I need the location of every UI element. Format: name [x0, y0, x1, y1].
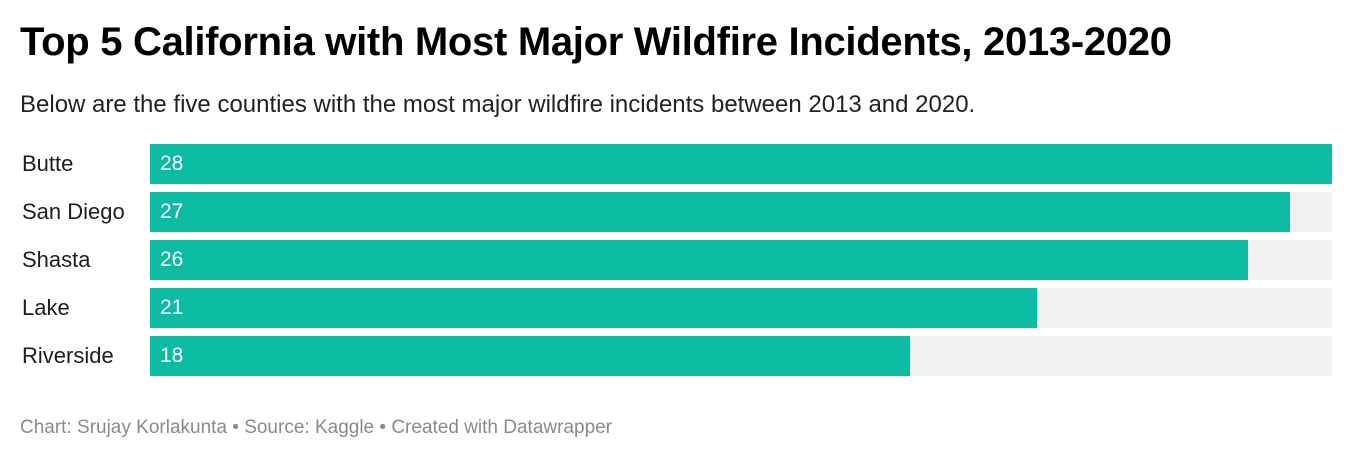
bar-label: San Diego	[22, 199, 125, 224]
bar-label: Lake	[22, 295, 70, 320]
bar-label: Shasta	[22, 247, 91, 272]
bar-value-label: 18	[160, 344, 184, 367]
bar-value-label: 21	[160, 296, 184, 319]
bar-value-label: 26	[160, 248, 184, 271]
chart-footer: Chart: Srujay Korlakunta • Source: Kaggl…	[20, 417, 613, 438]
bar-track: 18	[150, 336, 1332, 376]
bar	[150, 288, 1037, 328]
bar-track: 26	[150, 240, 1332, 280]
bar	[150, 144, 1332, 184]
bar-value-label: 28	[160, 152, 184, 175]
chart-title: Top 5 California with Most Major Wildfir…	[20, 20, 1172, 64]
bar	[150, 192, 1290, 232]
bar-track: 21	[150, 288, 1332, 328]
bar-label: Butte	[22, 151, 74, 176]
bar	[150, 336, 910, 376]
bar-value-label: 27	[160, 200, 184, 223]
chart-subtitle: Below are the five counties with the mos…	[20, 91, 976, 118]
bar-track: 27	[150, 192, 1332, 232]
bar-track: 28	[150, 144, 1332, 184]
bar-label: Riverside	[22, 343, 114, 368]
bar	[150, 240, 1248, 280]
